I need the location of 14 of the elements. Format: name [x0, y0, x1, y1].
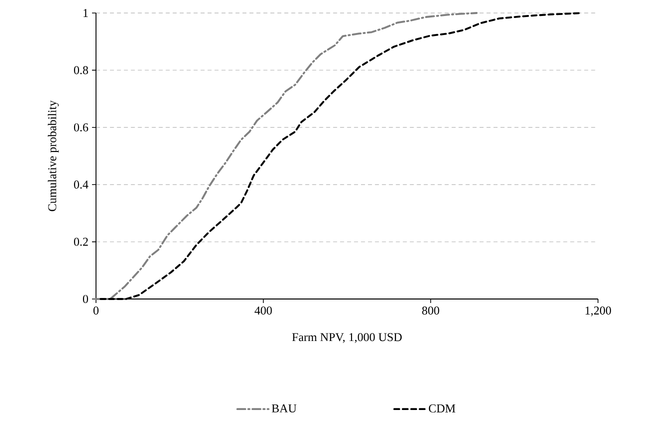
x-axis-title: Farm NPV, 1,000 USD: [292, 333, 402, 343]
x-tick-label: 400: [254, 306, 272, 315]
y-tick-label: 1: [84, 9, 88, 17]
y-tick-label: 0.8: [74, 66, 88, 74]
y-tick-label: 0.4: [74, 180, 88, 189]
x-tick-label: 1,200: [586, 306, 611, 316]
legend-label: CDM: [428, 404, 456, 412]
y-tick-label: 0.2: [74, 238, 88, 246]
y-tick-label: 0.6: [74, 123, 88, 132]
y-tick-label: 0: [82, 294, 88, 304]
legend-label: BAU: [272, 404, 296, 412]
y-axis-title: Cumulative probability: [48, 100, 59, 212]
x-tick-label: 800: [422, 306, 440, 315]
x-tick-label: 0: [93, 306, 99, 315]
